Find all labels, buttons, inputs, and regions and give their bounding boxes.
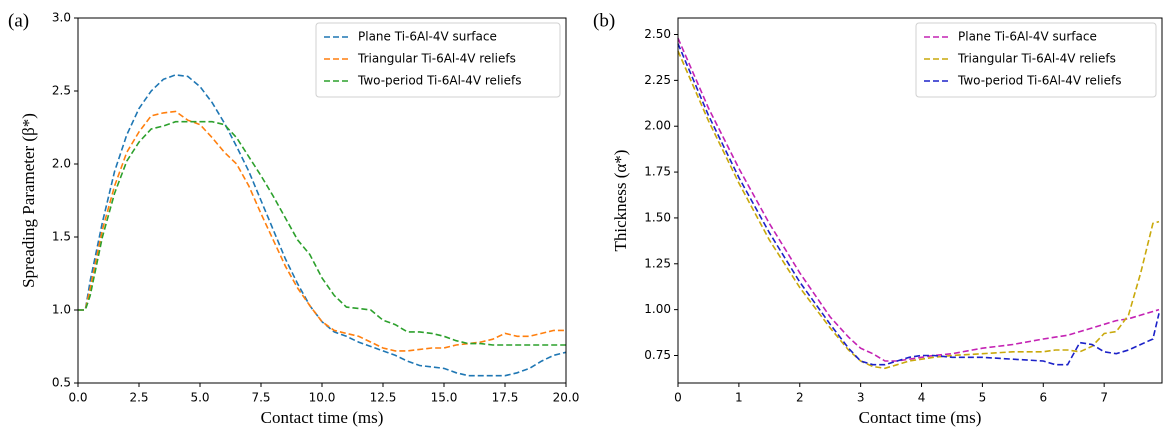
series-line (78, 110, 566, 352)
y-tick-label: 2.50 (644, 27, 671, 41)
y-tick-label: 1.25 (644, 256, 671, 270)
plot-frame (677, 17, 1163, 384)
x-tick-label: 0.0 (68, 391, 87, 405)
y-tick-label: 0.5 (52, 376, 71, 390)
y-tick-label: 1.5 (52, 230, 71, 244)
y-tick-label: 1.00 (644, 302, 671, 316)
x-tick-label: 4 (918, 391, 926, 405)
x-tick-label: 7 (1100, 391, 1108, 405)
legend-label: Two-period Ti-6Al-4V reliefs (357, 74, 521, 88)
x-tick-label: 5.0 (190, 391, 209, 405)
series-line (78, 120, 566, 346)
legend-box (915, 22, 1157, 98)
y-tick-label: 2.0 (52, 157, 71, 171)
y-tick-label: 0.75 (644, 348, 671, 362)
legend-label: Triangular Ti-6Al-4V reliefs (957, 52, 1116, 66)
y-tick-label: 2.5 (52, 84, 71, 98)
x-tick-label: 0 (674, 391, 682, 405)
x-axis-label: Contact time (ms) (859, 408, 982, 427)
y-tick-label: 1.0 (52, 303, 71, 317)
legend-label: Plane Ti-6Al-4V surface (358, 30, 497, 44)
series-line (78, 74, 567, 377)
x-tick-label: 3 (857, 391, 865, 405)
x-tick-label: 2 (796, 391, 804, 405)
y-tick-label: 1.50 (644, 210, 671, 224)
legend-label: Two-period Ti-6Al-4V reliefs (957, 74, 1121, 88)
series-line (677, 50, 1160, 370)
x-tick-label: 20.0 (553, 391, 580, 405)
series-line (677, 43, 1160, 366)
x-tick-label: 12.5 (370, 391, 397, 405)
y-axis-label: Thickness (α*) (611, 150, 630, 252)
x-tick-label: 2.5 (129, 391, 148, 405)
legend-label: Triangular Ti-6Al-4V reliefs (357, 52, 516, 66)
y-tick-label: 3.0 (52, 11, 71, 25)
panel-label: (a) (8, 10, 29, 31)
x-tick-label: 10.0 (309, 391, 336, 405)
panel-label: (b) (593, 10, 615, 31)
x-tick-label: 5 (979, 391, 987, 405)
x-tick-label: 1 (735, 391, 743, 405)
series-line (677, 37, 1160, 362)
x-axis-label: Contact time (ms) (261, 408, 384, 427)
y-tick-label: 2.25 (644, 73, 671, 87)
x-tick-label: 6 (1039, 391, 1047, 405)
x-tick-label: 17.5 (492, 391, 519, 405)
legend-label: Plane Ti-6Al-4V surface (958, 30, 1097, 44)
y-axis-label: Spreading Parameter (β*) (19, 113, 38, 288)
plot-frame (77, 17, 567, 384)
x-tick-label: 15.0 (431, 391, 458, 405)
legend-box (315, 22, 561, 98)
x-tick-label: 7.5 (251, 391, 270, 405)
y-tick-label: 1.75 (644, 165, 671, 179)
y-tick-label: 2.00 (644, 119, 671, 133)
